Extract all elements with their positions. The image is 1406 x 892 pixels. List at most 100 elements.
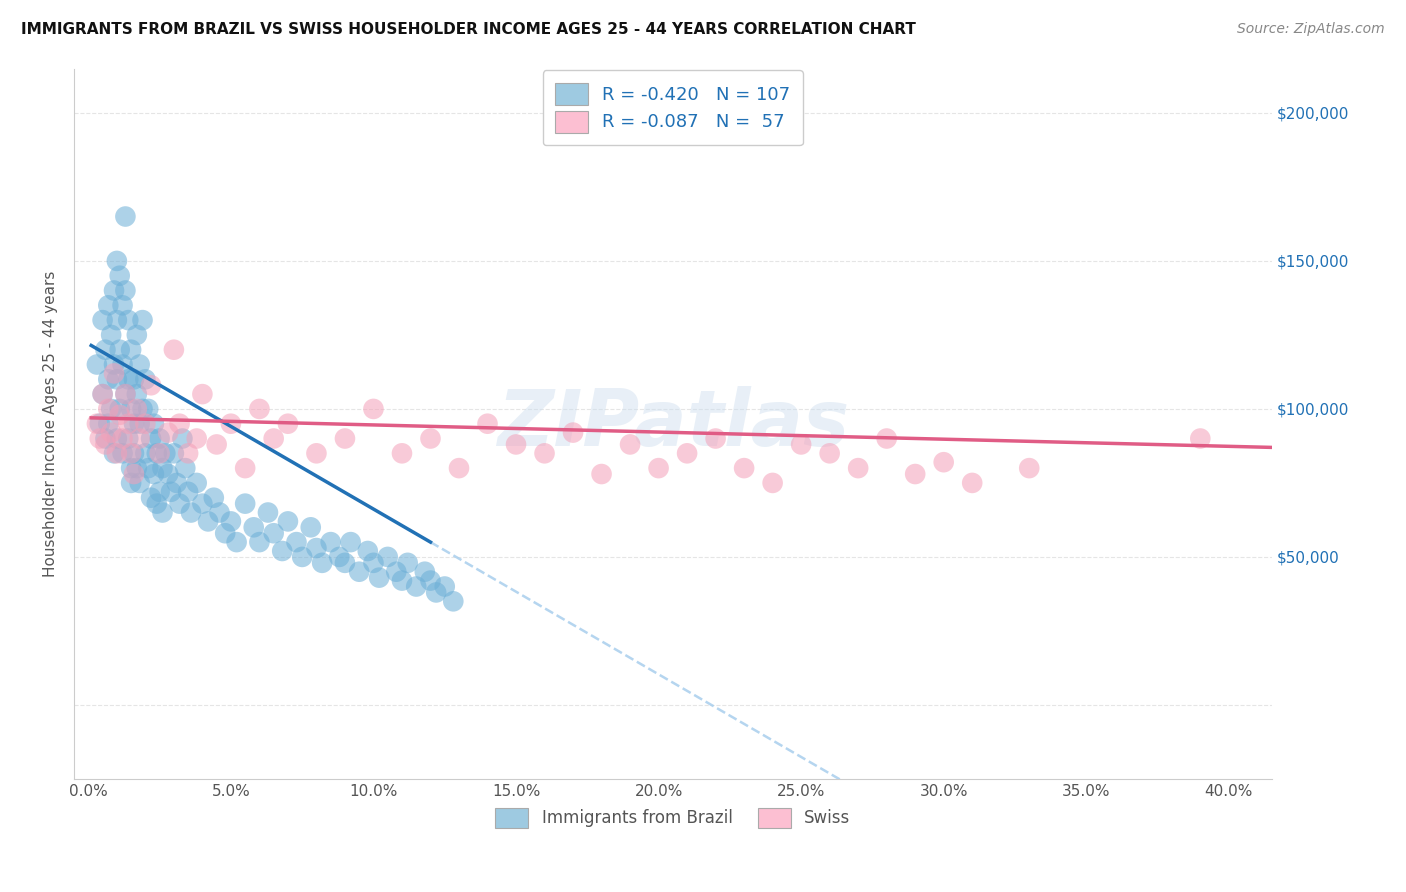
Point: [263, 526, 285, 541]
Point: [149, 446, 172, 460]
Point: [619, 437, 641, 451]
Point: [208, 506, 231, 520]
Point: [111, 432, 134, 446]
Point: [305, 541, 328, 555]
Point: [91, 387, 114, 401]
Point: [117, 417, 139, 431]
Point: [157, 425, 180, 440]
Point: [103, 446, 125, 460]
Text: Source: ZipAtlas.com: Source: ZipAtlas.com: [1237, 22, 1385, 37]
Point: [1189, 432, 1212, 446]
Point: [186, 432, 208, 446]
Point: [122, 372, 145, 386]
Point: [405, 580, 427, 594]
Point: [97, 372, 120, 386]
Point: [377, 549, 399, 564]
Point: [225, 535, 247, 549]
Point: [219, 417, 242, 431]
Point: [155, 446, 177, 460]
Point: [152, 461, 174, 475]
Point: [125, 387, 148, 401]
Point: [233, 497, 256, 511]
Point: [205, 437, 228, 451]
Point: [704, 432, 727, 446]
Point: [108, 401, 131, 416]
Point: [114, 210, 136, 224]
Legend: Immigrants from Brazil, Swiss: Immigrants from Brazil, Swiss: [488, 801, 858, 835]
Point: [120, 401, 142, 416]
Point: [125, 461, 148, 475]
Point: [146, 446, 169, 460]
Point: [368, 571, 391, 585]
Point: [347, 565, 370, 579]
Point: [105, 254, 128, 268]
Point: [219, 515, 242, 529]
Point: [89, 417, 111, 431]
Point: [86, 417, 108, 431]
Point: [419, 432, 441, 446]
Point: [271, 544, 294, 558]
Point: [122, 467, 145, 481]
Point: [100, 327, 122, 342]
Point: [177, 484, 200, 499]
Point: [114, 387, 136, 401]
Point: [131, 313, 153, 327]
Point: [233, 461, 256, 475]
Point: [108, 268, 131, 283]
Point: [263, 432, 285, 446]
Point: [117, 432, 139, 446]
Point: [762, 475, 785, 490]
Point: [120, 461, 142, 475]
Point: [149, 432, 172, 446]
Point: [89, 432, 111, 446]
Point: [818, 446, 841, 460]
Point: [120, 475, 142, 490]
Point: [108, 343, 131, 357]
Point: [128, 475, 150, 490]
Point: [108, 408, 131, 422]
Point: [97, 417, 120, 431]
Point: [333, 432, 356, 446]
Point: [103, 358, 125, 372]
Point: [94, 437, 117, 451]
Point: [339, 535, 361, 549]
Point: [419, 574, 441, 588]
Point: [333, 556, 356, 570]
Point: [197, 515, 219, 529]
Point: [299, 520, 322, 534]
Point: [166, 475, 188, 490]
Point: [97, 298, 120, 312]
Point: [277, 515, 299, 529]
Point: [277, 417, 299, 431]
Point: [91, 387, 114, 401]
Point: [114, 387, 136, 401]
Point: [328, 549, 350, 564]
Point: [94, 343, 117, 357]
Point: [363, 556, 385, 570]
Point: [105, 313, 128, 327]
Point: [291, 549, 314, 564]
Point: [160, 484, 183, 499]
Point: [319, 535, 342, 549]
Point: [876, 432, 898, 446]
Point: [86, 358, 108, 372]
Point: [311, 556, 333, 570]
Point: [562, 425, 585, 440]
Point: [152, 506, 174, 520]
Point: [105, 432, 128, 446]
Point: [136, 461, 159, 475]
Point: [385, 565, 408, 579]
Point: [396, 556, 419, 570]
Point: [111, 358, 134, 372]
Point: [142, 467, 165, 481]
Point: [134, 417, 156, 431]
Point: [128, 417, 150, 431]
Point: [305, 446, 328, 460]
Point: [676, 446, 699, 460]
Y-axis label: Householder Income Ages 25 - 44 years: Householder Income Ages 25 - 44 years: [44, 270, 58, 577]
Point: [163, 446, 186, 460]
Point: [100, 425, 122, 440]
Point: [100, 401, 122, 416]
Point: [134, 372, 156, 386]
Point: [846, 461, 869, 475]
